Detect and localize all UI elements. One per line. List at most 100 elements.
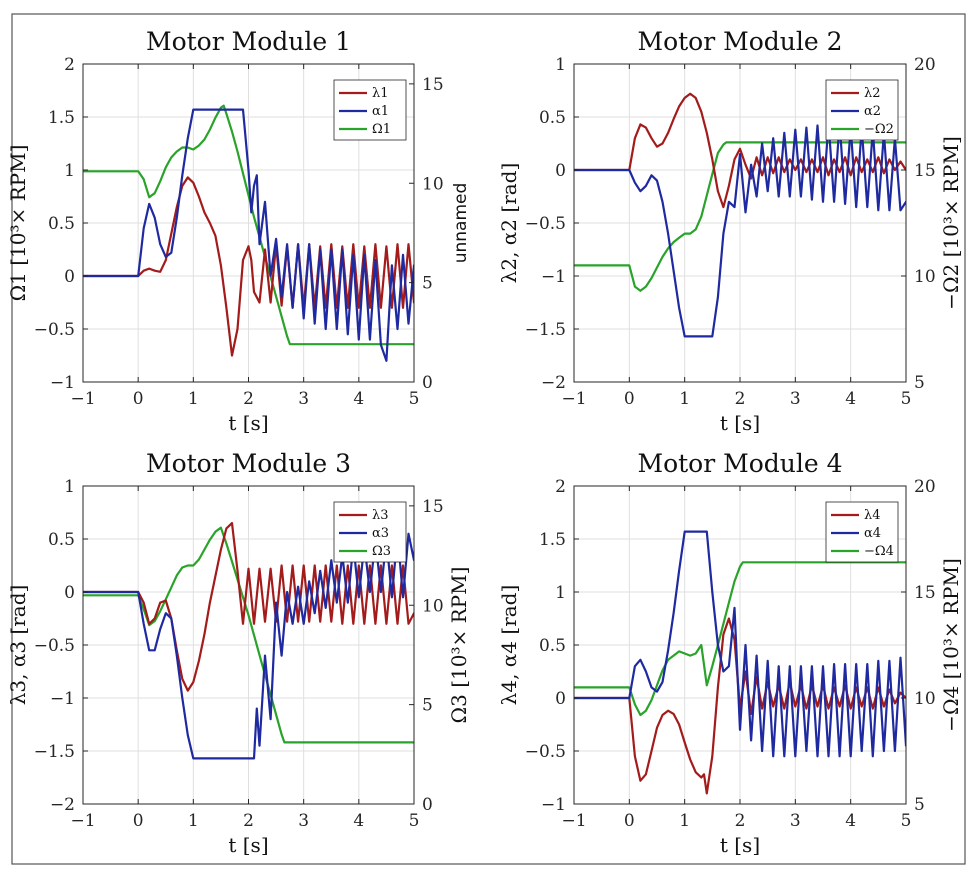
y-tick-label-left: 0.5 (48, 214, 75, 234)
x-tick-label: 1 (188, 811, 199, 831)
x-tick-label: 0 (133, 811, 144, 831)
y-axis-label-right: unnamed (451, 183, 471, 264)
series-group (83, 522, 414, 760)
y-axis-label-right: −Ω2 [10³× RPM] (939, 136, 963, 310)
series-line-2 (83, 108, 414, 362)
y-tick-label-left: −1 (541, 267, 566, 287)
y-tick-label-left: 0.5 (539, 108, 566, 128)
y-tick-label-left: 1 (555, 583, 566, 603)
legend-label: Ω3 (372, 544, 391, 559)
y-tick-label-right: 10 (422, 596, 444, 616)
y-tick-label-right: 5 (422, 696, 433, 716)
x-tick-label: 5 (409, 389, 420, 409)
y-tick-label-right: 10 (914, 689, 936, 709)
y-axis-label-right: Ω3 [10³× RPM] (447, 567, 471, 724)
x-tick-label: 2 (735, 389, 746, 409)
series-line-2 (83, 532, 414, 760)
x-tick-label: 5 (901, 389, 912, 409)
panel-4: −1 0 1 2 3 4 5 −1 −0.5 0 0.5 1 1.5 2 5 10 15 20 Motor Modu… (497, 449, 963, 857)
y-tick-label-right: 5 (914, 795, 925, 815)
y-tick-label-right: 10 (914, 267, 936, 287)
legend-label: α4 (864, 526, 881, 541)
y-tick-label-left: 0.5 (48, 530, 75, 550)
y-tick-label-left: 1 (64, 477, 75, 497)
x-axis-label: t [s] (228, 833, 268, 857)
x-tick-label: 5 (901, 811, 912, 831)
legend: λ3 α3 Ω3 (333, 501, 407, 563)
y-tick-label-left: −1 (50, 689, 75, 709)
legend-label: −Ω2 (864, 122, 894, 137)
legend-label: Ω1 (372, 122, 391, 137)
legend-label: −Ω4 (864, 544, 894, 559)
x-tick-label: 4 (353, 811, 364, 831)
y-tick-label-left: 1 (555, 55, 566, 75)
y-tick-label-right: 15 (914, 583, 936, 603)
series-line-2 (574, 530, 906, 758)
y-tick-label-right: 20 (914, 55, 936, 75)
y-tick-label-left: 1.5 (48, 108, 75, 128)
series-line-3 (83, 526, 414, 744)
x-tick-label: −1 (561, 389, 586, 409)
y-tick-label-left: −0.5 (525, 742, 566, 762)
x-tick-label: 3 (298, 811, 309, 831)
x-tick-label: −1 (70, 811, 95, 831)
legend-label: λ2 (864, 86, 881, 101)
x-axis-label: t [s] (720, 411, 760, 435)
y-tick-label-right: 0 (422, 373, 433, 393)
series-line-2 (574, 121, 906, 338)
y-tick-label-left: 0 (555, 689, 566, 709)
y-tick-label-left: 1.5 (539, 530, 566, 550)
legend: λ2 α2 −Ω2 (825, 79, 899, 141)
x-tick-label: 4 (353, 389, 364, 409)
x-tick-label: 1 (679, 811, 690, 831)
x-tick-label: 4 (845, 389, 856, 409)
y-tick-label-left: −2 (50, 795, 75, 815)
x-axis-label: t [s] (720, 833, 760, 857)
y-tick-label-right: 15 (914, 161, 936, 181)
legend-label: λ3 (372, 508, 389, 523)
y-axis-label-left: λ2, α2 [rad] (497, 163, 521, 284)
x-tick-label: 0 (624, 389, 635, 409)
y-tick-label-right: 20 (914, 477, 936, 497)
y-tick-label-right: 5 (422, 274, 433, 294)
y-tick-label-right: 10 (422, 174, 444, 194)
y-tick-label-left: 1 (64, 161, 75, 181)
y-tick-label-left: −1 (541, 795, 566, 815)
x-tick-label: 1 (679, 389, 690, 409)
series-group (83, 104, 414, 362)
y-tick-label-left: 2 (555, 477, 566, 497)
x-tick-label: 2 (735, 811, 746, 831)
x-tick-label: 4 (845, 811, 856, 831)
y-axis-label-right: −Ω4 [10³× RPM] (939, 558, 963, 732)
chart-title: Motor Module 2 (637, 27, 842, 56)
y-tick-label-left: 0 (64, 583, 75, 603)
y-tick-label-left: −1.5 (34, 742, 75, 762)
y-axis-label-left: λ4, α4 [rad] (497, 585, 521, 706)
y-axis-label-left: Ω1 [10³× RPM] (6, 145, 30, 302)
series-line-1 (83, 522, 414, 692)
figure-frame (11, 13, 966, 865)
y-tick-label-right: 15 (422, 75, 444, 95)
x-tick-label: 0 (624, 811, 635, 831)
y-tick-label-left: −2 (541, 373, 566, 393)
y-axis-label-left: λ3, α3 [rad] (6, 585, 30, 706)
y-tick-label-right: 5 (914, 373, 925, 393)
x-tick-label: −1 (70, 389, 95, 409)
x-tick-label: 1 (188, 389, 199, 409)
x-axis-label: t [s] (228, 411, 268, 435)
y-tick-label-right: 0 (422, 795, 433, 815)
series-line-3 (574, 561, 906, 717)
legend: λ1 α1 Ω1 (333, 79, 407, 141)
y-tick-label-left: 0.5 (539, 636, 566, 656)
y-tick-label-left: −0.5 (34, 320, 75, 340)
y-tick-label-left: 2 (64, 55, 75, 75)
x-tick-label: 0 (133, 389, 144, 409)
x-tick-label: 2 (243, 811, 254, 831)
y-tick-label-left: −1 (50, 373, 75, 393)
y-tick-label-left: 0 (64, 267, 75, 287)
x-tick-label: 3 (298, 389, 309, 409)
y-tick-label-left: −1.5 (525, 320, 566, 340)
